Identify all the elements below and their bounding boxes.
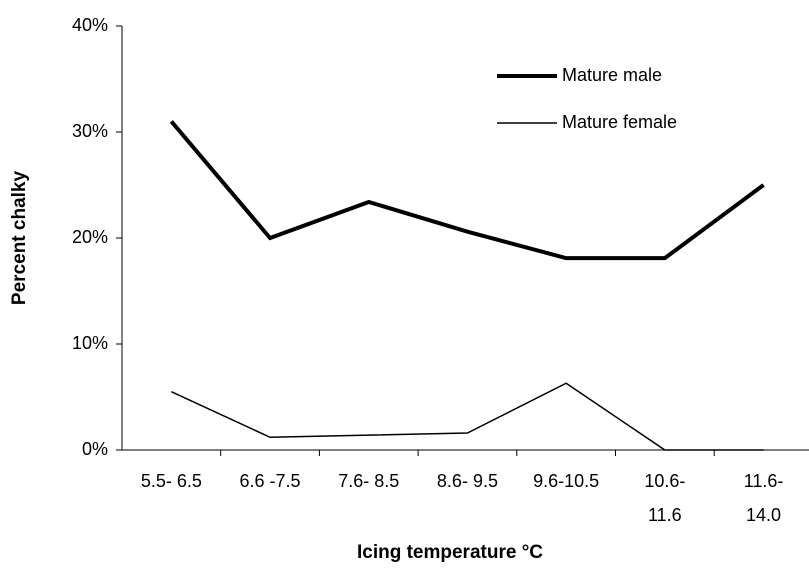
y-tick-label: 20% [72, 227, 108, 247]
y-axis-title: Percent chalky [9, 171, 30, 306]
legend-label: Mature female [562, 112, 677, 132]
series-line [169, 120, 765, 261]
x-axis-title: Icing temperature °C [357, 542, 543, 563]
x-tick-label: 7.6- 8.5 [338, 471, 399, 491]
x-tick-label: 10.6-11.6 [644, 471, 685, 525]
x-tick-label: 8.6- 9.5 [437, 471, 498, 491]
x-tick-label: 5.5- 6.5 [141, 471, 202, 491]
x-tick-label: 6.6 -7.5 [240, 471, 301, 491]
y-tick-label: 0% [82, 439, 108, 459]
y-tick-label: 10% [72, 333, 108, 353]
x-tick-label: 11.6-14.0 [744, 471, 784, 525]
series-line [171, 382, 764, 451]
y-tick-label: 40% [72, 15, 108, 35]
x-tick-label: 9.6-10.5 [533, 471, 599, 491]
legend-label: Mature male [562, 65, 662, 85]
y-tick-label: 30% [72, 121, 108, 141]
